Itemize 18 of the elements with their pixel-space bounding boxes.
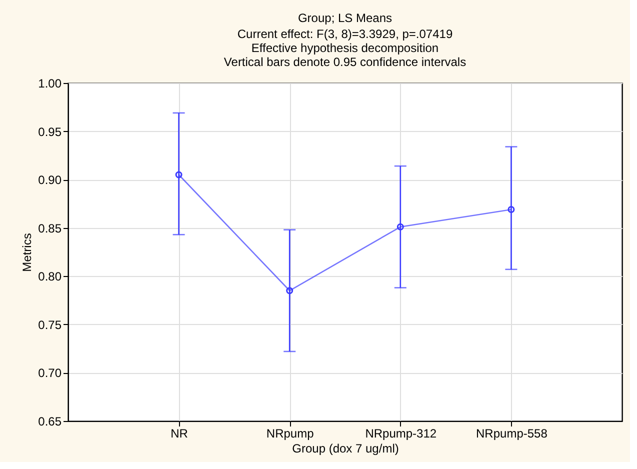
- x-axis-title: Group (dox 7 ug/ml): [292, 442, 399, 456]
- x-tick-label: NRpump: [266, 426, 314, 440]
- point: [396, 223, 404, 230]
- y-tick-label: 0.80: [38, 270, 62, 284]
- chart-title: Group; LS Means: [298, 11, 392, 25]
- x-tick-label: NRpump-558: [476, 426, 548, 440]
- y-tick-label: 0.65: [38, 414, 62, 428]
- x-tick-label: NR: [170, 426, 188, 440]
- y-axis-title: Metrics: [20, 233, 34, 272]
- y-tick-label: 0.75: [38, 318, 62, 332]
- y-tick-label: 1.00: [38, 76, 62, 90]
- y-tick-label: 0.90: [38, 173, 62, 188]
- y-tick-label: 0.85: [38, 221, 62, 236]
- chart-subtitle: Current effect: F(3, 8)=3.3929, p=.07419 Effective hypothesis decomposition Vertical bars denote 0.95 confidence intervals: [224, 27, 466, 69]
- point: [286, 287, 294, 294]
- x-tick-label: NRpump-312: [365, 426, 437, 440]
- y-tick-label: 0.95: [38, 124, 62, 139]
- y-tick-label: 0.70: [38, 366, 62, 380]
